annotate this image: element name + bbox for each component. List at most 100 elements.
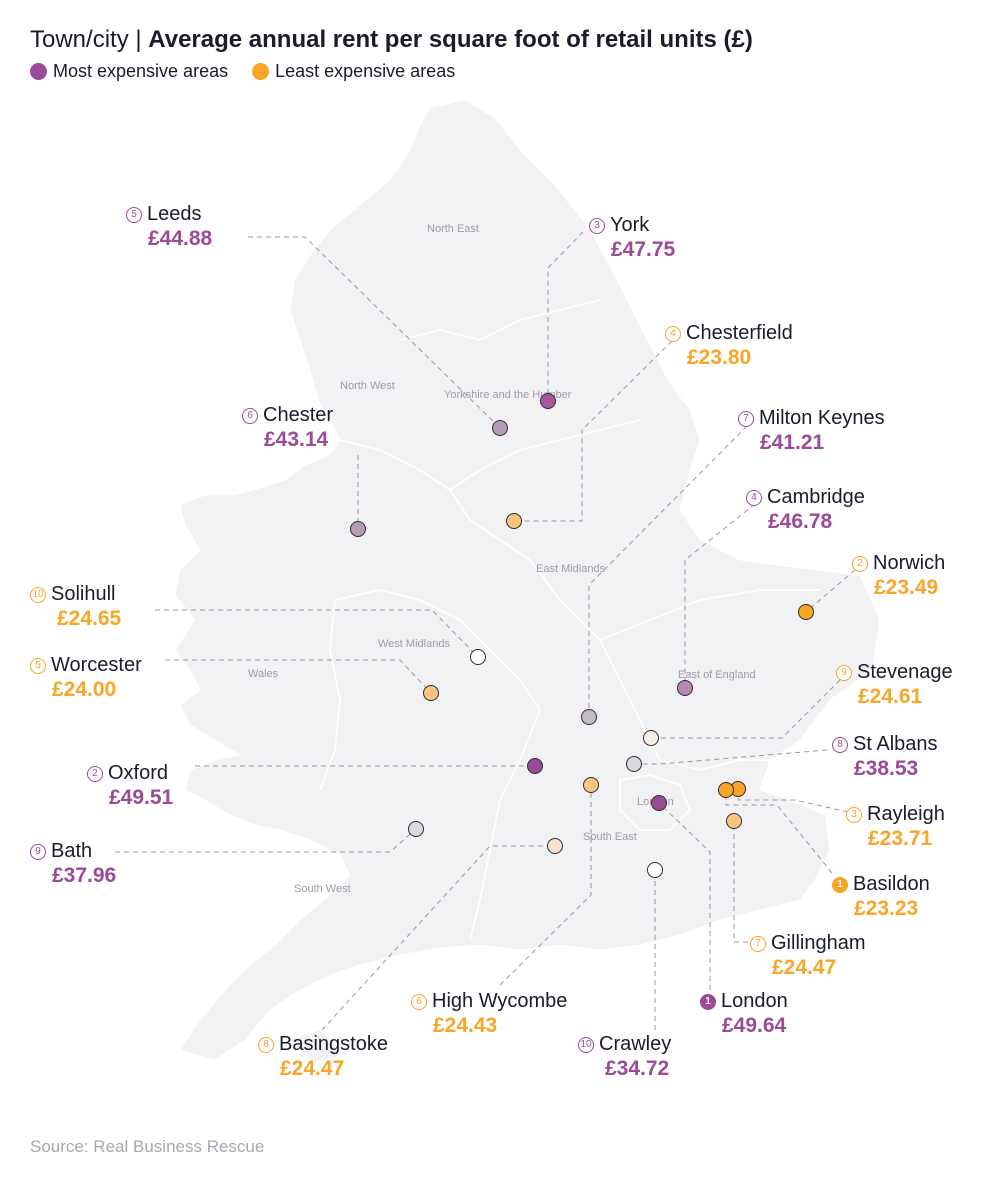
- landmass: [174, 99, 881, 1062]
- city-price: £24.61: [858, 685, 923, 708]
- city-price: £24.43: [433, 1014, 498, 1037]
- leader-lines: [115, 231, 856, 1031]
- city-marker-basingstoke[interactable]: [547, 838, 563, 854]
- legend-least-swatch: [252, 63, 270, 80]
- city-price: £38.53: [854, 757, 919, 780]
- callout-basildon: 1 Basildon £23.23: [832, 873, 930, 921]
- rank-badge: 2: [852, 555, 868, 572]
- region-label-east-midlands: East Midlands: [536, 563, 606, 575]
- region-borders: [319, 299, 820, 941]
- city-price: £47.75: [611, 238, 676, 261]
- city-marker-norwich[interactable]: [798, 604, 814, 620]
- callout-milton-keynes: 7 Milton Keynes £41.21: [738, 407, 885, 455]
- city-marker-york[interactable]: [540, 393, 556, 409]
- leader-line-solihull: [155, 609, 479, 658]
- callout-crawley: 10 Crawley £34.72: [578, 1033, 671, 1081]
- city-price: £49.64: [722, 1014, 787, 1037]
- leader-line-milton-keynes: [588, 425, 748, 717]
- title-prefix: Town/city |: [30, 26, 142, 53]
- rank-badge: 9: [30, 843, 46, 860]
- callout-chester: 6 Chester £43.14: [242, 404, 333, 452]
- rank-badge: 9: [836, 664, 852, 681]
- city-name: Worcester: [51, 654, 142, 676]
- city-price: £24.47: [280, 1057, 345, 1080]
- callout-stevenage: 9 Stevenage £24.61: [836, 661, 953, 709]
- callout-cambridge: 4 Cambridge £46.78: [746, 486, 865, 534]
- rank-badge: 10: [578, 1036, 594, 1053]
- leader-line-gillingham: [733, 821, 748, 943]
- region-label-west-midlands: West Midlands: [378, 638, 450, 650]
- callout-header: 6 Chester: [242, 404, 333, 427]
- city-marker-leeds[interactable]: [492, 420, 508, 436]
- callout-london: 1 London £49.64: [700, 990, 788, 1038]
- callout-york: 3 York £47.75: [589, 214, 675, 262]
- city-price: £23.23: [854, 897, 919, 920]
- leader-line-bath: [115, 828, 417, 853]
- rank-badge: 8: [832, 736, 848, 753]
- callout-header: 8 Basingstoke: [258, 1033, 388, 1056]
- city-name: London: [721, 990, 788, 1012]
- region-labels: North East Yorkshire and the Humber Nort…: [248, 223, 756, 895]
- city-marker-st-albans[interactable]: [626, 756, 642, 772]
- city-price: £46.78: [768, 510, 833, 533]
- callout-leeds: 5 Leeds £44.88: [126, 203, 212, 251]
- rank-badge: 10: [30, 586, 46, 603]
- city-price: £37.96: [52, 864, 117, 887]
- leader-line-stevenage: [651, 679, 841, 739]
- leader-line-st-albans: [634, 749, 828, 765]
- city-marker-oxford[interactable]: [527, 758, 543, 774]
- city-name: High Wycombe: [432, 990, 568, 1012]
- leader-line-london: [658, 802, 711, 990]
- city-marker-basildon[interactable]: [718, 782, 734, 798]
- city-price: £23.49: [874, 576, 939, 599]
- city-marker-milton-keynes[interactable]: [581, 709, 597, 725]
- rank-badge: 2: [87, 765, 103, 782]
- rank-badge: 8: [258, 1036, 274, 1053]
- rank-badge: 3: [846, 806, 862, 823]
- source-note: Source: Real Business Rescue: [30, 1137, 265, 1156]
- city-marker-chesterfield[interactable]: [506, 513, 522, 529]
- city-name: Crawley: [599, 1033, 672, 1055]
- leader-line-basingstoke: [321, 845, 555, 1031]
- legend-most-expensive: Most expensive areas: [30, 61, 228, 82]
- rank-badge: 1: [832, 876, 848, 893]
- city-marker-chester[interactable]: [350, 521, 366, 537]
- city-name: Milton Keynes: [759, 407, 885, 429]
- city-name: St Albans: [853, 733, 938, 755]
- city-marker-stevenage[interactable]: [643, 730, 659, 746]
- city-price: £34.72: [605, 1057, 670, 1080]
- callout-header: 3 York: [589, 214, 675, 237]
- city-marker-gillingham[interactable]: [726, 813, 742, 829]
- city-marker-worcester[interactable]: [423, 685, 439, 701]
- city-marker-london[interactable]: [651, 795, 667, 811]
- title-main: Average annual rent per square foot of r…: [148, 26, 753, 53]
- rank-badge: 7: [738, 410, 754, 427]
- city-name: Chesterfield: [686, 322, 793, 344]
- region-label-east-of-england: East of England: [678, 669, 756, 681]
- callout-header: 5 Leeds: [126, 203, 212, 226]
- legend-most-swatch: [30, 63, 47, 80]
- leader-line-york: [547, 231, 584, 401]
- rank-badge: 1: [700, 993, 716, 1010]
- city-marker-crawley[interactable]: [647, 862, 663, 878]
- callout-st-albans: 8 St Albans £38.53: [832, 733, 938, 781]
- city-price: £23.71: [868, 827, 933, 850]
- city-name: Solihull: [51, 583, 116, 605]
- region-label-yorkshire: Yorkshire and the Humber: [444, 389, 572, 401]
- region-label-north-west: North West: [340, 380, 395, 392]
- city-marker-high-wycombe[interactable]: [583, 777, 599, 793]
- leader-line-cambridge: [684, 503, 756, 688]
- city-marker-cambridge[interactable]: [677, 680, 693, 696]
- region-label-wales: Wales: [248, 668, 279, 680]
- callout-chesterfield: 4 Chesterfield £23.80: [665, 322, 793, 370]
- rank-badge: 5: [126, 206, 142, 223]
- callout-header: 2 Oxford: [87, 762, 173, 785]
- city-marker-solihull[interactable]: [470, 649, 486, 665]
- callout-norwich: 2 Norwich £23.49: [852, 552, 945, 600]
- legend: Most expensive areas Least expensive are…: [30, 61, 455, 82]
- city-marker-bath[interactable]: [408, 821, 424, 837]
- leader-line-leeds: [248, 236, 501, 429]
- callout-oxford: 2 Oxford £49.51: [87, 762, 173, 810]
- city-price: £43.14: [264, 428, 329, 451]
